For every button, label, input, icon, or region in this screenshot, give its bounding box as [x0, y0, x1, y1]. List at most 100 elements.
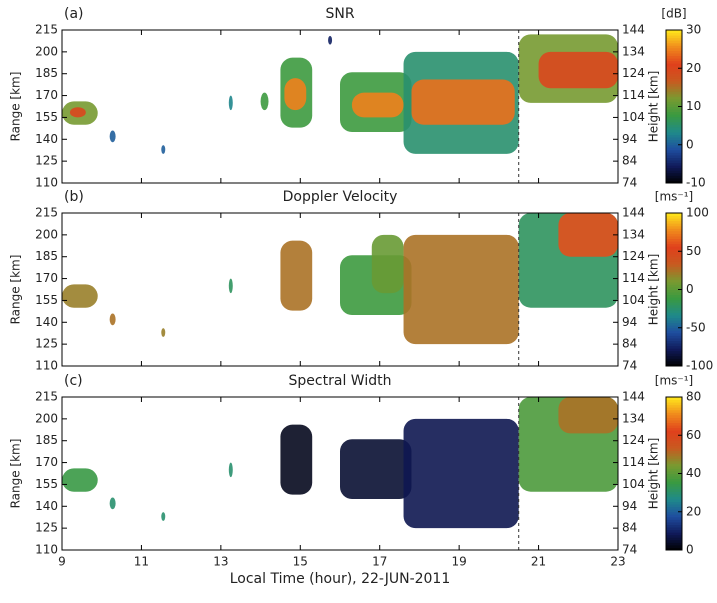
colorbar-swatch: [666, 223, 682, 227]
colorbar-swatch: [666, 157, 682, 161]
colorbar-swatch: [666, 445, 682, 449]
colorbar-swatch: [666, 493, 682, 497]
colorbar-swatch: [666, 149, 682, 153]
colorbar-swatch: [666, 537, 682, 541]
colorbar-swatch: [666, 317, 682, 321]
colorbar-swatch: [666, 397, 682, 401]
colorbar-swatch: [666, 243, 682, 247]
colorbar-swatch: [666, 499, 682, 503]
colorbar-swatch: [666, 325, 682, 329]
colorbar-swatch: [666, 539, 682, 543]
echo-patch: [228, 462, 233, 478]
colorbar-swatch: [666, 132, 682, 136]
colorbar-swatch: [666, 455, 682, 459]
colorbar-swatch: [666, 340, 682, 344]
colorbar-swatch: [666, 88, 682, 92]
panel-label: (c): [64, 373, 83, 389]
colorbar-swatch: [666, 32, 682, 36]
colorbar-swatch: [666, 70, 682, 74]
x-tick-label: 21: [531, 555, 546, 569]
echo-patch: [538, 51, 618, 89]
y2-tick-label: 84: [622, 154, 637, 168]
colorbar-swatch: [666, 213, 682, 217]
colorbar-swatch: [666, 37, 682, 41]
colorbar-swatch: [666, 276, 682, 280]
y2-tick-label: 84: [622, 337, 637, 351]
colorbar-swatch: [666, 483, 682, 487]
y-axis-label: Range [km]: [9, 72, 23, 142]
y2-tick-label: 134: [622, 44, 645, 58]
y-tick-label: 110: [35, 359, 58, 373]
colorbar-swatch: [666, 144, 682, 148]
colorbar-swatch: [666, 63, 682, 67]
echo-patch: [228, 95, 233, 111]
y2-tick-label: 74: [622, 176, 637, 190]
colorbar-swatch: [666, 81, 682, 85]
colorbar-swatch: [666, 399, 682, 403]
colorbar-swatch: [666, 220, 682, 224]
colorbar-tick-label: -100: [686, 359, 713, 373]
echo-patch: [62, 468, 98, 492]
colorbar-swatch: [666, 233, 682, 237]
colorbar-swatch: [666, 435, 682, 439]
colorbar-swatch: [666, 137, 682, 141]
y2-tick-label: 124: [622, 249, 645, 263]
colorbar-swatch: [666, 422, 682, 426]
x-tick-label: 17: [372, 555, 387, 569]
y-tick-label: 125: [35, 337, 58, 351]
y2-tick-label: 94: [622, 499, 637, 513]
y2-tick-label: 144: [622, 390, 645, 404]
colorbar-tick-label: 20: [686, 61, 701, 75]
colorbar-swatch: [666, 35, 682, 39]
echo-patch: [371, 234, 404, 294]
x-axis-label: Local Time (hour), 22-JUN-2011: [230, 571, 451, 587]
colorbar-swatch: [666, 241, 682, 245]
y-tick-label: 140: [35, 132, 58, 146]
y-tick-label: 185: [35, 66, 58, 80]
colorbar-swatch: [666, 511, 682, 515]
colorbar-tick-label: 0: [686, 543, 694, 557]
colorbar-swatch: [666, 142, 682, 146]
y2-tick-label: 84: [622, 521, 637, 535]
colorbar-swatch: [666, 119, 682, 123]
colorbar-swatch: [666, 292, 682, 296]
x-tick-label: 13: [213, 555, 228, 569]
colorbar-swatch: [666, 320, 682, 324]
colorbar-tick-label: -50: [686, 320, 706, 334]
colorbar-swatch: [666, 417, 682, 421]
colorbar-swatch: [666, 106, 682, 110]
colorbar-swatch: [666, 215, 682, 219]
colorbar-swatch: [666, 109, 682, 113]
colorbar-swatch: [666, 427, 682, 431]
colorbar-swatch: [666, 453, 682, 457]
echo-patch: [340, 439, 412, 499]
colorbar-swatch: [666, 230, 682, 234]
colorbar-swatch: [666, 225, 682, 229]
y2-tick-label: 134: [622, 411, 645, 425]
colorbar-swatch: [666, 414, 682, 418]
colorbar-swatch: [666, 432, 682, 436]
colorbar-swatch: [666, 501, 682, 505]
colorbar-swatch: [666, 419, 682, 423]
panel-title: SNR: [325, 6, 354, 22]
colorbar-tick-label: 0: [686, 282, 694, 296]
y-axis-label: Range [km]: [9, 255, 23, 325]
colorbar-swatch: [666, 180, 682, 184]
colorbar-swatch: [666, 534, 682, 538]
y-tick-label: 200: [35, 44, 58, 58]
echo-patch: [161, 512, 166, 521]
plot-frame: [61, 212, 619, 367]
colorbar-swatch: [666, 152, 682, 156]
colorbar-swatch: [666, 47, 682, 51]
y-tick-label: 170: [35, 88, 58, 102]
colorbar-swatch: [666, 111, 682, 115]
colorbar-swatch: [666, 167, 682, 171]
echo-patch: [328, 35, 333, 45]
colorbar-swatch: [666, 258, 682, 262]
echo-patch: [109, 313, 116, 326]
colorbar-swatch: [666, 440, 682, 444]
echo-patch: [403, 418, 519, 529]
colorbar-swatch: [666, 65, 682, 69]
colorbar-swatch: [666, 96, 682, 100]
